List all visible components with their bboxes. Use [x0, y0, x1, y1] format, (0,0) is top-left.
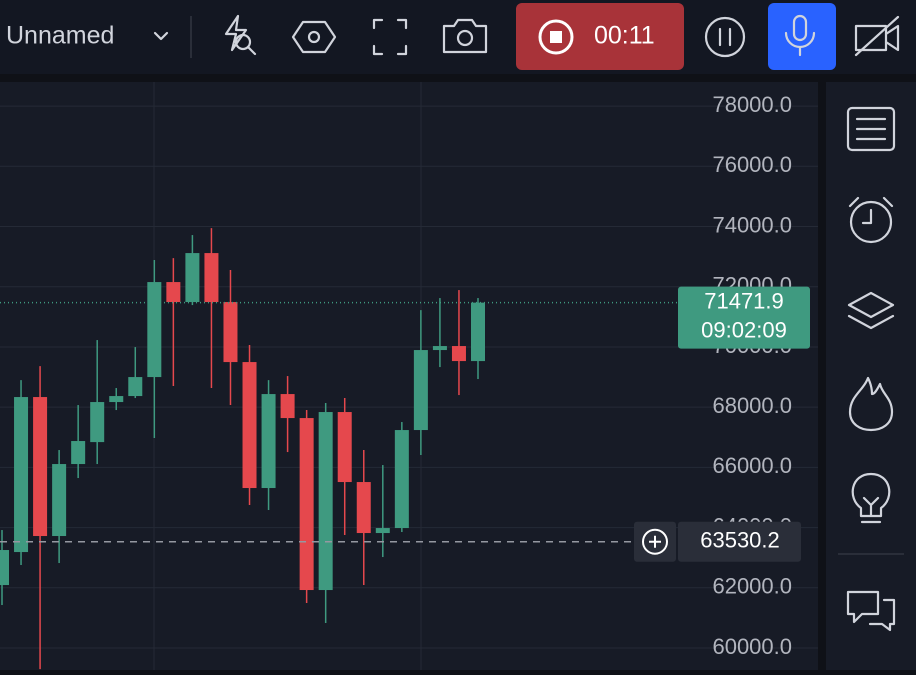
candle-body: [299, 418, 314, 591]
record-time: 00:11: [594, 22, 655, 50]
candle-body: [14, 397, 29, 553]
stop-square: [550, 31, 562, 43]
y-tick-label: 66000.0: [712, 453, 792, 478]
y-tick-label: 68000.0: [712, 393, 792, 418]
candle-body: [166, 282, 181, 303]
grid: [0, 105, 818, 649]
candle-body: [128, 377, 143, 397]
chat-icon[interactable]: [846, 590, 896, 632]
y-tick-label: 60000.0: [712, 634, 792, 659]
plus-sign: [649, 535, 661, 548]
candles: [0, 228, 485, 670]
stop-icon[interactable]: [538, 19, 574, 55]
candle-body: [471, 302, 485, 362]
candle-body: [0, 550, 9, 586]
y-tick-label: 76000.0: [712, 152, 792, 177]
chart-pane: [0, 82, 818, 670]
candle-body: [280, 394, 295, 419]
plus-circle: [642, 528, 668, 555]
candle-body: [90, 402, 105, 443]
candle-body: [337, 412, 352, 483]
candle-body: [204, 253, 219, 303]
chevron[interactable]: [153, 31, 169, 41]
candle-body: [242, 362, 257, 489]
alarm-icon[interactable]: [849, 200, 893, 244]
indicators-icon[interactable]: [291, 20, 337, 54]
fullscreen-icon[interactable]: [372, 18, 408, 56]
candle-body: [52, 464, 67, 537]
candle-body: [71, 441, 86, 465]
sidebar-icons: [846, 106, 896, 632]
crosshair-price-label: 63530.2: [700, 528, 780, 553]
candle-body: [375, 528, 390, 534]
alert-icon[interactable]: [224, 14, 257, 56]
overlay: 71471.9 09:02:09 63530.2: [0, 286, 810, 562]
candle-body: [356, 482, 371, 534]
y-tick-label: 78000.0: [712, 92, 792, 117]
ideas-icon[interactable]: [851, 472, 891, 524]
candle-body: [432, 346, 447, 351]
candle-body: [147, 282, 162, 378]
alarm-hands: [848, 196, 894, 225]
hotlist-icon[interactable]: [848, 376, 894, 432]
mic-icon: [784, 14, 816, 57]
watchlist-icon[interactable]: [846, 106, 896, 152]
last-price-label: 71471.9: [704, 288, 784, 313]
candle-body: [413, 350, 428, 431]
layers-icon[interactable]: [847, 291, 895, 330]
candle-body: [318, 412, 333, 591]
pause-icon[interactable]: [704, 16, 746, 58]
candle-body: [33, 397, 48, 537]
candle-body: [261, 394, 276, 489]
watchlist-lines: [855, 117, 887, 141]
candle-body: [223, 302, 238, 363]
candle-body: [185, 253, 200, 303]
candle-body: [451, 346, 466, 362]
y-tick-label: 62000.0: [712, 574, 792, 599]
sidebar: [826, 82, 916, 670]
countdown: 09:02:09: [701, 317, 787, 342]
last-price-box: [678, 286, 810, 349]
candle-body: [109, 396, 124, 403]
camera-off-icon[interactable]: [854, 15, 900, 57]
screenshot-icon[interactable]: [442, 18, 488, 54]
candle-body: [394, 430, 409, 529]
y-tick-label: 74000.0: [712, 212, 792, 237]
layout-name[interactable]: Unnamed: [6, 22, 114, 50]
mic-button[interactable]: [768, 3, 836, 70]
crosshair-price-box: [678, 521, 801, 562]
